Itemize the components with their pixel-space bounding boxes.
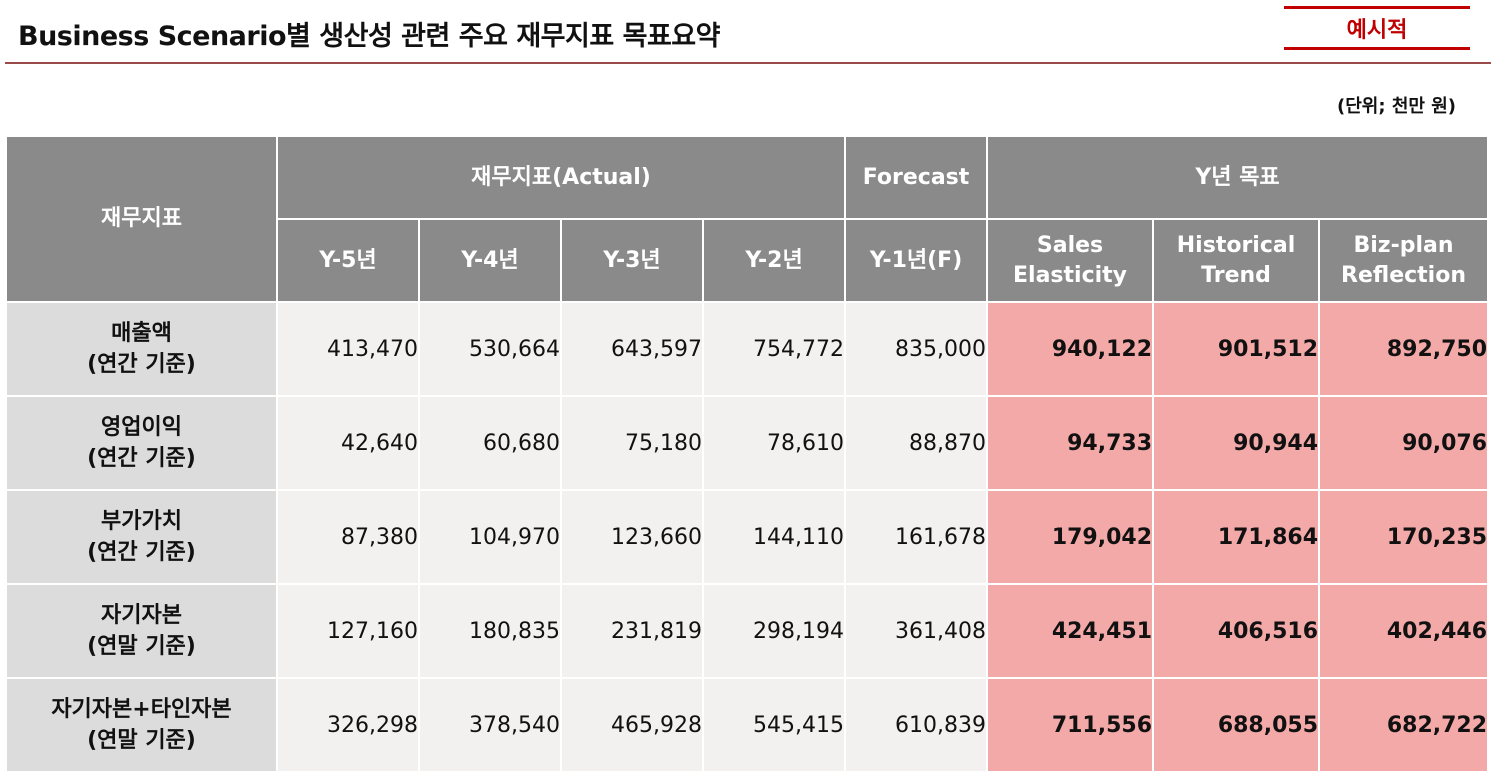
financial-targets-table: 재무지표 재무지표(Actual) Forecast Y년 목표 Y-5년 Y-4… [5, 135, 1490, 773]
target-value-cell: 402,446 [1318, 583, 1490, 679]
target-value-cell: 179,042 [986, 489, 1155, 585]
group-header-forecast: Forecast [844, 135, 989, 220]
value-cell: 75,180 [560, 395, 704, 491]
target-value-cell: 901,512 [1152, 301, 1321, 397]
column-header-line2: Reflection [1341, 262, 1466, 288]
column-header: Y-4년 [418, 218, 562, 303]
value-cell: 754,772 [701, 301, 847, 397]
row-label-name: 자기자본+타인자본 [51, 697, 232, 722]
column-header-line1: Y-1년(F) [869, 247, 963, 273]
target-value-cell: 406,516 [1152, 583, 1321, 679]
row-label-basis: (연간 기준) [87, 446, 196, 471]
row-label-name: 부가가치 [101, 509, 182, 534]
target-value-cell: 682,722 [1318, 677, 1490, 773]
column-header-line1: Biz-plan [1353, 232, 1454, 258]
value-cell: 42,640 [276, 395, 420, 491]
title-divider [5, 62, 1491, 64]
column-header: Y-5년 [276, 218, 420, 303]
row-label: 매출액 (연간 기준) [5, 301, 278, 397]
table-row: 영업이익 (연간 기준) 42,640 60,680 75,180 78,610 88,87… [5, 395, 1490, 491]
value-cell: 413,470 [276, 301, 420, 397]
column-header-line1: Sales [1036, 232, 1104, 258]
table-row: 부가가치 (연간 기준) 87,380 104,970 123,660 144,110 16… [5, 489, 1490, 585]
row-label-name: 영업이익 [101, 415, 182, 440]
target-value-cell: 90,076 [1318, 395, 1490, 491]
target-value-cell: 688,055 [1152, 677, 1321, 773]
value-cell: 465,928 [560, 677, 704, 773]
header-row-columns: Y-5년 Y-4년 Y-3년 Y-2년 Y-1년(F) Sales Elasticity Hi… [6, 218, 1490, 303]
value-cell: 610,839 [844, 677, 989, 773]
column-header: Biz-plan Reflection [1318, 218, 1490, 303]
column-header-line2: Elasticity [1013, 262, 1128, 288]
group-header-actual: 재무지표(Actual) [275, 135, 847, 220]
target-value-cell: 170,235 [1318, 489, 1490, 585]
target-value-cell: 424,451 [986, 583, 1155, 679]
column-header-line1: Y-3년 [603, 247, 661, 273]
column-header-line1: Y-5년 [319, 247, 377, 273]
row-header-cell: 재무지표 [5, 135, 278, 303]
column-header: Y-3년 [560, 218, 704, 303]
value-cell: 378,540 [418, 677, 562, 773]
value-cell: 643,597 [560, 301, 704, 397]
value-cell: 88,870 [844, 395, 989, 491]
table-body: 매출액 (연간 기준) 413,470 530,664 643,597 754,772 83… [5, 301, 1490, 773]
value-cell: 298,194 [701, 583, 847, 679]
value-cell: 144,110 [701, 489, 847, 585]
column-header-line1: Y-2년 [745, 247, 803, 273]
row-label: 영업이익 (연간 기준) [5, 395, 278, 491]
row-label-basis: (연말 기준) [87, 728, 196, 753]
row-label: 자기자본+타인자본 (연말 기준) [5, 677, 278, 773]
value-cell: 123,660 [560, 489, 704, 585]
example-badge: 예시적 [1284, 6, 1470, 50]
target-value-cell: 94,733 [986, 395, 1155, 491]
target-value-cell: 171,864 [1152, 489, 1321, 585]
target-value-cell: 940,122 [986, 301, 1155, 397]
row-label-basis: (연말 기준) [87, 634, 196, 659]
page-title: Business Scenario별 생산성 관련 주요 재무지표 목표요약 [18, 21, 720, 52]
value-cell: 835,000 [844, 301, 989, 397]
column-header-line1: Y-4년 [461, 247, 519, 273]
table-row: 자기자본+타인자본 (연말 기준) 326,298 378,540 465,928 545… [5, 677, 1490, 773]
value-cell: 60,680 [418, 395, 562, 491]
value-cell: 361,408 [844, 583, 989, 679]
column-header: Sales Elasticity [986, 218, 1155, 303]
group-header-target: Y년 목표 [986, 135, 1490, 220]
value-cell: 180,835 [418, 583, 562, 679]
target-value-cell: 90,944 [1152, 395, 1321, 491]
row-label-basis: (연간 기준) [87, 540, 196, 565]
value-cell: 104,970 [418, 489, 562, 585]
column-header-line1: Historical [1176, 232, 1296, 258]
header-row-groups: 재무지표 재무지표(Actual) Forecast Y년 목표 [5, 135, 1490, 303]
column-header: Historical Trend [1152, 218, 1321, 303]
table-row: 매출액 (연간 기준) 413,470 530,664 643,597 754,772 83… [5, 301, 1490, 397]
value-cell: 545,415 [701, 677, 847, 773]
column-header-line2: Trend [1201, 262, 1271, 288]
row-label: 자기자본 (연말 기준) [5, 583, 278, 679]
value-cell: 530,664 [418, 301, 562, 397]
value-cell: 231,819 [560, 583, 704, 679]
unit-label: (단위; 천만 원) [1337, 96, 1456, 117]
value-cell: 326,298 [276, 677, 420, 773]
column-header: Y-1년(F) [844, 218, 989, 303]
value-cell: 127,160 [276, 583, 420, 679]
value-cell: 161,678 [844, 489, 989, 585]
column-header: Y-2년 [701, 218, 847, 303]
target-value-cell: 892,750 [1318, 301, 1490, 397]
row-label-name: 자기자본 [101, 603, 182, 628]
table-row: 자기자본 (연말 기준) 127,160 180,835 231,819 298,194 3… [5, 583, 1490, 679]
value-cell: 78,610 [701, 395, 847, 491]
target-value-cell: 711,556 [986, 677, 1155, 773]
value-cell: 87,380 [276, 489, 420, 585]
row-label: 부가가치 (연간 기준) [5, 489, 278, 585]
row-label-basis: (연간 기준) [87, 352, 196, 377]
row-label-name: 매출액 [111, 321, 172, 346]
